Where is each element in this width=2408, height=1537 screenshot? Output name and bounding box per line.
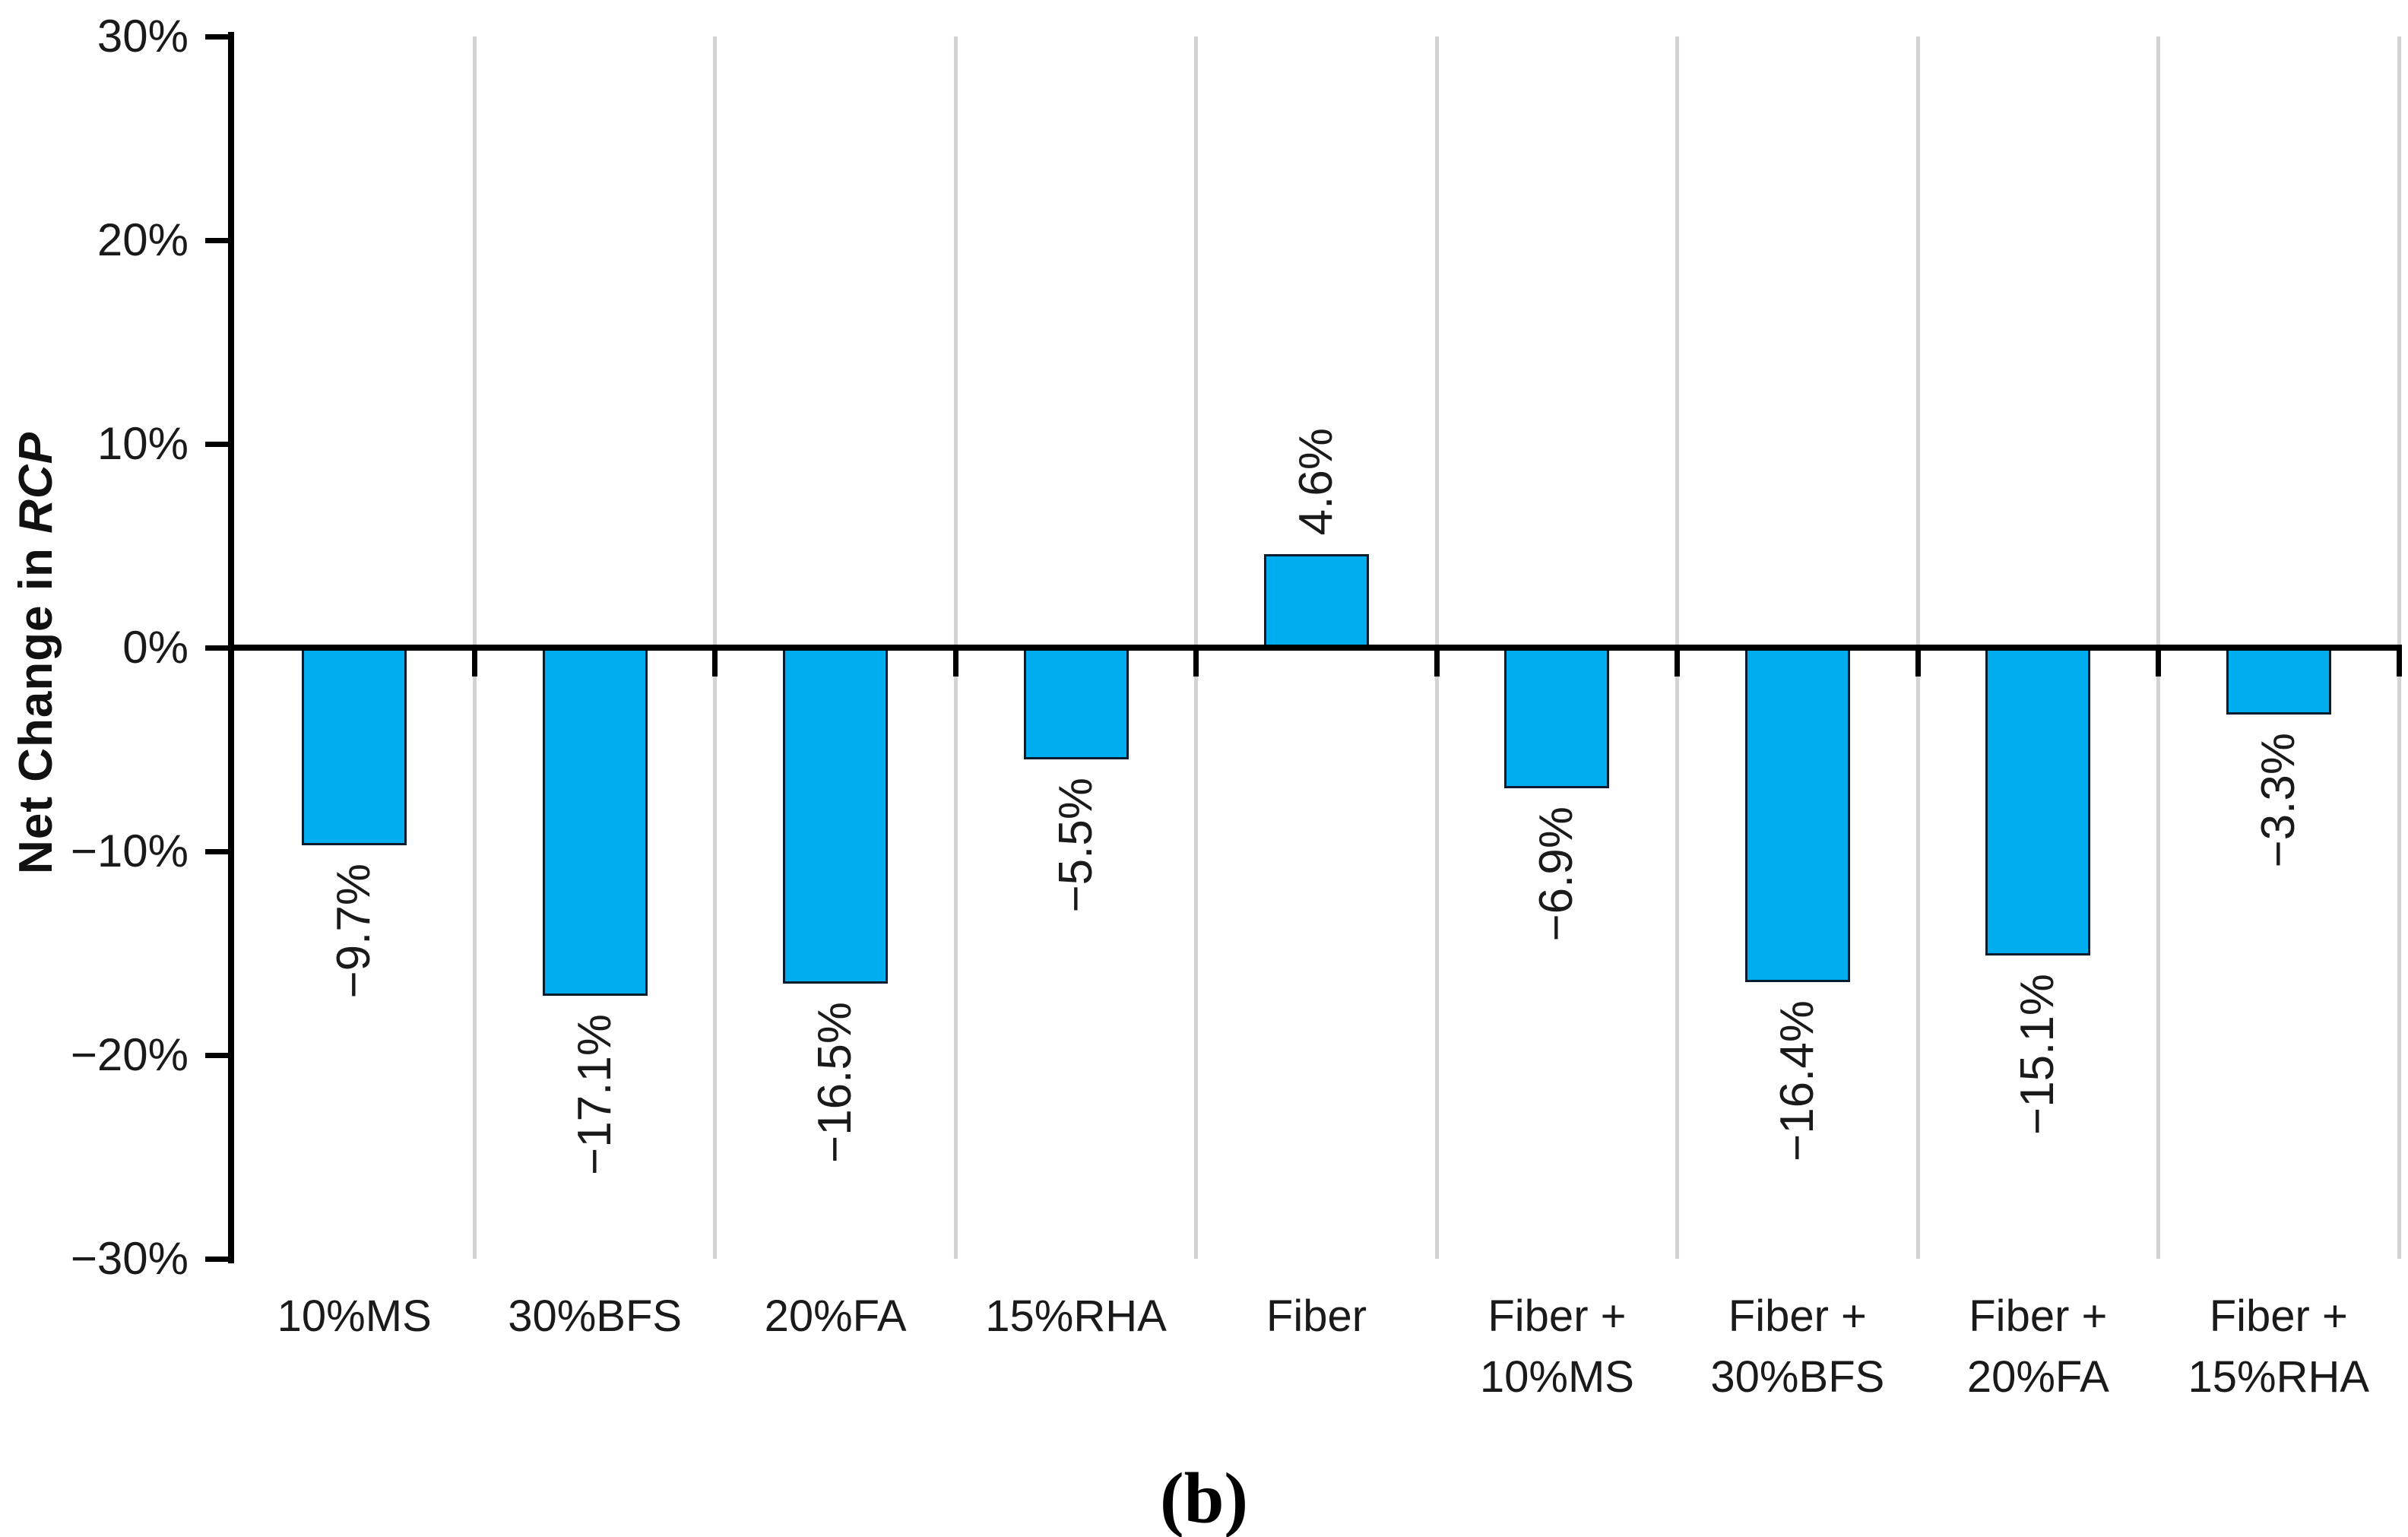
x-axis-category-label-line: Fiber + [1728,1291,1867,1341]
bar [1985,648,2091,955]
bar-value-label: 4.6% [1290,428,1342,536]
y-axis-tick [205,237,230,243]
x-axis-category-label-line: 30%BFS [1710,1352,1885,1402]
zero-baseline [231,645,2402,651]
x-axis-category-label: Fiber + 20%FA [1918,1286,2158,1408]
x-axis-category-label: Fiber + 10%MS [1437,1286,1677,1408]
x-axis-tick [952,651,958,677]
y-axis-line [228,32,234,1263]
y-axis-tick [205,1052,230,1058]
x-axis-tick [1675,651,1681,677]
y-axis-tick [205,441,230,447]
y-axis-tick-label: −10% [70,826,189,876]
x-axis-tick [1193,651,1199,677]
bar-value-label: −9.7% [328,863,381,999]
x-axis-category-label-line: 10%MS [277,1291,432,1341]
y-axis-tick [205,848,230,854]
y-axis-tick-label: 10% [97,418,189,469]
x-axis-category-label-line: 15%RHA [2188,1352,2370,1402]
x-axis-tick [2396,651,2402,677]
y-axis-tick-label: −20% [70,1029,189,1080]
bar [302,648,407,845]
x-axis-category-label-line: Fiber + [1488,1291,1627,1341]
bar-value-label: −6.9% [1530,806,1583,942]
y-axis-tick [205,33,230,40]
x-axis-category-label-line: Fiber + [2209,1291,2348,1341]
x-axis-category-label-line: Fiber [1266,1291,1367,1341]
y-axis-title-text: Net Change in [10,533,62,874]
x-axis-category-label: Fiber [1196,1286,1437,1347]
y-axis-tick-label: 30% [97,11,189,62]
bar-value-label: −16.5% [809,1002,862,1164]
x-axis-tick [1915,651,1921,677]
x-axis-tick [712,651,718,677]
bar-value-label: −15.1% [2011,973,2064,1135]
x-axis-category-label: 30%BFS [474,1286,714,1347]
bar [1504,648,1610,788]
bar-value-label: −5.5% [1049,778,1102,913]
bar [1744,648,1850,982]
x-axis-category-label-line: 20%FA [764,1291,907,1341]
y-axis-tick-label: −30% [70,1233,189,1284]
x-axis-category-label: 10%MS [234,1286,474,1347]
bar [783,648,889,984]
x-axis-tick [1434,651,1440,677]
bar [2226,648,2331,715]
y-axis-tick-label: 0% [122,622,189,673]
y-axis-tick [205,1256,230,1262]
figure-caption: (b) [1159,1458,1249,1537]
x-axis-category-label-line: 30%BFS [508,1291,683,1341]
x-axis-category-label: 15%RHA [955,1286,1196,1347]
x-axis-category-label-line: 20%FA [1966,1352,2109,1402]
y-axis-tick [205,645,230,651]
x-axis-category-label: Fiber + 15%RHA [2159,1286,2399,1408]
x-axis-tick [471,651,477,677]
bar-value-label: −3.3% [2251,733,2305,868]
x-axis-category-label-line: 15%RHA [985,1291,1167,1341]
bar [1264,553,1369,648]
x-axis-category-label-line: 10%MS [1479,1352,1634,1402]
bar-value-label: −17.1% [568,1014,621,1176]
x-axis-category-label-line: Fiber + [1969,1291,2108,1341]
y-axis-tick-label: 20% [97,214,189,265]
bar [542,648,648,997]
bar [1023,648,1129,760]
x-axis-category-label: Fiber + 30%BFS [1678,1286,1918,1408]
x-axis-tick [2156,651,2162,677]
bar-value-label: −16.4% [1770,1000,1823,1161]
x-axis-category-label: 20%FA [715,1286,955,1347]
